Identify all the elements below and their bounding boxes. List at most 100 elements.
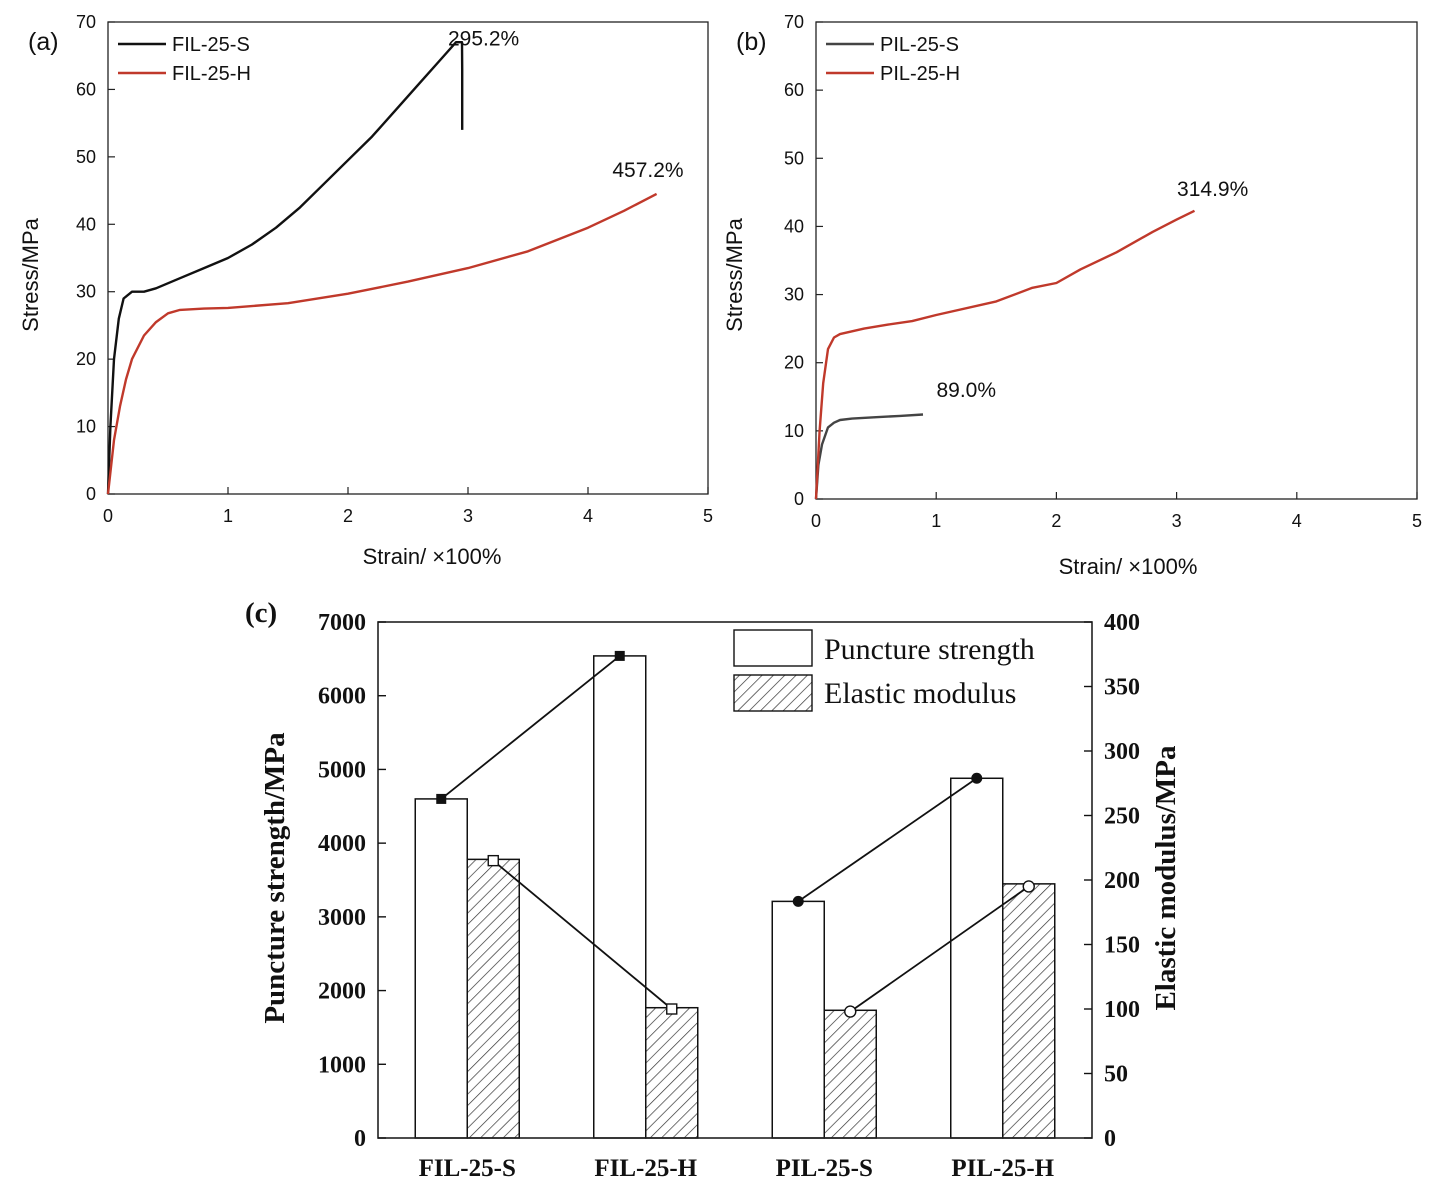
x-axis-ticks: 0 1 2 3 4 5 — [811, 492, 1422, 531]
puncture-marker — [614, 650, 625, 661]
end-value-label: 295.2% — [448, 28, 519, 51]
y-axis-ticks: 0 10 20 30 40 50 60 70 — [76, 12, 115, 504]
panel-label-c: (c) — [245, 597, 277, 629]
x-tick-label: 1 — [931, 511, 941, 531]
puncture-connector — [440, 655, 621, 800]
end-labels: 89.0% 314.9% — [936, 178, 1248, 402]
left-y-tick-label: 0 — [354, 1126, 366, 1152]
category-labels: FIL-25-S FIL-25-H PIL-25-S PIL-25-H — [419, 1155, 1055, 1182]
legend-label: PIL-25-S — [880, 34, 959, 56]
bar-elastic-modulus — [645, 1006, 699, 1139]
x-tick-label: 3 — [463, 506, 473, 526]
marker-lines — [436, 650, 1035, 1018]
legend-swatch-hatched — [733, 674, 813, 712]
legend-swatch-open — [733, 629, 813, 667]
modulus-marker — [1022, 880, 1035, 893]
y-tick-label: 50 — [784, 148, 804, 168]
plot-frame — [107, 21, 709, 495]
y-tick-label: 10 — [76, 417, 96, 437]
left-y-axis-ticks: 0 1000 2000 3000 4000 5000 6000 7000 — [318, 610, 386, 1152]
category-label: FIL-25-S — [419, 1155, 516, 1182]
y-tick-label: 40 — [76, 214, 96, 234]
bars-group — [414, 655, 1056, 1139]
puncture-marker — [971, 772, 983, 784]
y-tick-label: 20 — [76, 349, 96, 369]
right-y-tick-label: 0 — [1104, 1126, 1116, 1152]
series-line-PIL-25-H — [814, 209, 1196, 500]
right-y-tick-label: 50 — [1104, 1062, 1128, 1088]
right-y-tick-label: 300 — [1104, 739, 1140, 765]
y-tick-label: 70 — [784, 12, 804, 32]
bar-puncture-strength — [771, 900, 825, 1139]
x-axis-ticks: 0 1 2 3 4 5 — [103, 487, 713, 526]
category-label: PIL-25-S — [776, 1155, 873, 1182]
left-y-tick-label: 2000 — [318, 979, 366, 1005]
y-tick-label: 70 — [76, 12, 96, 32]
panel-label-a: (a) — [28, 28, 59, 56]
x-tick-label: 0 — [811, 511, 821, 531]
puncture-marker — [436, 793, 447, 804]
left-y-tick-label: 1000 — [318, 1052, 366, 1078]
x-tick-label: 3 — [1172, 511, 1182, 531]
y-tick-label: 30 — [76, 282, 96, 302]
bar-puncture-strength — [414, 798, 468, 1139]
y-tick-label: 0 — [794, 489, 804, 509]
legend: FIL-25-S FIL-25-H — [118, 34, 251, 85]
y-tick-label: 0 — [86, 484, 96, 504]
plot-frame — [815, 21, 1418, 500]
legend-label: Puncture strength — [824, 633, 1035, 666]
right-y-tick-label: 150 — [1104, 933, 1140, 959]
x-axis-label: Strain/ ×100% — [363, 544, 502, 569]
series-group — [106, 41, 658, 495]
puncture-marker — [792, 895, 804, 907]
x-tick-label: 4 — [583, 506, 593, 526]
panel-a-chart: 0 1 2 3 4 5 0 10 20 30 40 50 60 70 295.2% 457.2% FIL-… — [18, 12, 713, 569]
bar-puncture-strength — [950, 777, 1004, 1139]
right-y-tick-label: 250 — [1104, 804, 1140, 830]
x-axis-label: Strain/ ×100% — [1059, 554, 1198, 579]
x-tick-label: 5 — [703, 506, 713, 526]
bar-elastic-modulus — [823, 1009, 877, 1139]
x-tick-label: 2 — [1051, 511, 1061, 531]
category-label: FIL-25-H — [594, 1155, 697, 1182]
y-tick-label: 60 — [784, 80, 804, 100]
left-y-tick-label: 4000 — [318, 831, 366, 857]
x-tick-label: 2 — [343, 506, 353, 526]
x-tick-label: 4 — [1292, 511, 1302, 531]
end-value-label: 314.9% — [1177, 178, 1248, 201]
right-y-tick-label: 100 — [1104, 997, 1140, 1023]
legend-label: PIL-25-H — [880, 63, 960, 85]
modulus-marker — [844, 1005, 857, 1018]
modulus-marker — [666, 1003, 678, 1015]
y-axis-ticks: 0 10 20 30 40 50 60 70 — [784, 12, 823, 509]
bar-puncture-strength — [593, 655, 647, 1139]
left-y-tick-label: 6000 — [318, 684, 366, 710]
legend-label: Elastic modulus — [824, 677, 1016, 710]
y-tick-label: 30 — [784, 285, 804, 305]
series-group — [814, 209, 1196, 500]
x-tick-label: 0 — [103, 506, 113, 526]
right-y-tick-label: 200 — [1104, 868, 1140, 894]
y-tick-label: 40 — [784, 216, 804, 236]
legend-label: FIL-25-H — [172, 63, 251, 85]
y-axis-label: Stress/MPa — [722, 217, 747, 331]
right-y-tick-label: 350 — [1104, 675, 1140, 701]
x-tick-label: 1 — [223, 506, 233, 526]
puncture-connector — [797, 777, 978, 903]
left-y-tick-label: 7000 — [318, 610, 366, 636]
left-y-tick-label: 3000 — [318, 905, 366, 931]
modulus-connector — [849, 885, 1030, 1013]
series-line-FIL-25-S — [106, 41, 464, 495]
y-tick-label: 50 — [76, 147, 96, 167]
series-line-PIL-25-S — [814, 413, 924, 500]
modulus-connector — [492, 859, 673, 1010]
legend: PIL-25-S PIL-25-H — [826, 34, 960, 85]
end-value-label: 89.0% — [936, 379, 996, 402]
panel-b-chart: 0 1 2 3 4 5 0 10 20 30 40 50 60 70 89.0% 314.9% PIL-2… — [722, 12, 1422, 579]
legend: Puncture strength Elastic modulus — [733, 629, 1035, 712]
bar-elastic-modulus — [1002, 883, 1056, 1139]
category-label: PIL-25-H — [951, 1155, 1054, 1182]
panel-c-chart: 0 1000 2000 3000 4000 5000 6000 7000 0 50 100 150 2… — [259, 610, 1182, 1182]
end-labels: 295.2% 457.2% — [448, 28, 684, 182]
